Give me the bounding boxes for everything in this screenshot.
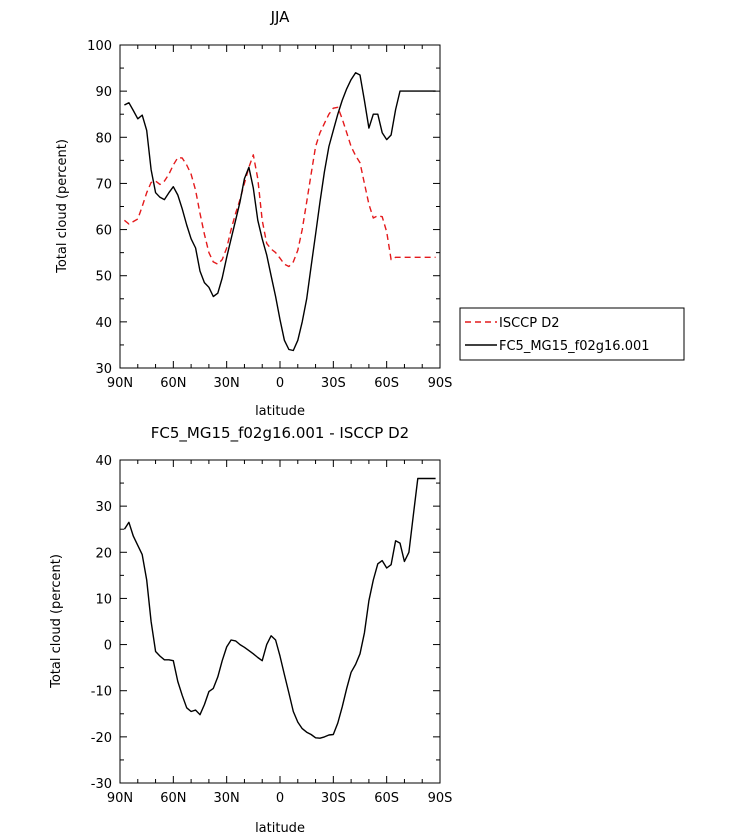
bottom-series-line-1 xyxy=(123,477,436,739)
bottom-y-tick-label: 10 xyxy=(95,592,112,607)
bottom-y-tick-label: 20 xyxy=(95,546,112,561)
legend-label-fc5: FC5_MG15_f02g16.001 xyxy=(499,339,650,354)
bottom-x-axis-title: latitude xyxy=(255,821,305,836)
bottom-x-tick-label: 30S xyxy=(321,791,346,806)
bottom-axes-group: 90N 60N 30N 0 30S 60S 90S -30 -20 -10 0 10 20 30 40 xyxy=(91,454,453,806)
top-series-group xyxy=(123,71,436,352)
bottom-y-tick-label: 40 xyxy=(95,454,112,469)
bottom-y-tick-label: -30 xyxy=(91,777,112,792)
bottom-plot-title: FC5_MG15_f02g16.001 - ISCCP D2 xyxy=(151,424,409,443)
top-y-tick-label: 60 xyxy=(95,224,112,239)
top-y-axis-title: Total cloud (percent) xyxy=(55,139,70,274)
bottom-panel: FC5_MG15_f02g16.001 - ISCCP D2 90N 60N 30N… xyxy=(49,424,452,836)
bottom-x-tick-label: 30N xyxy=(214,791,240,806)
top-x-tick-label: 90N xyxy=(107,376,133,391)
bottom-x-tick-label: 60N xyxy=(160,791,186,806)
top-axes-group: 90N 60N 30N 0 30S 60S 90S 30 40 50 60 70 80 90 100 xyxy=(87,39,452,391)
bottom-x-tick-label: 90S xyxy=(428,791,453,806)
top-x-tick-label: 90S xyxy=(428,376,453,391)
legend: ISCCP D2 FC5_MG15_f02g16.001 xyxy=(459,307,685,361)
legend-box xyxy=(459,307,685,361)
top-y-tick-label: 100 xyxy=(87,39,112,54)
bottom-y-axis-title: Total cloud (percent) xyxy=(49,554,64,689)
top-y-tick-label: 50 xyxy=(95,270,112,285)
top-x-tick-label: 30S xyxy=(321,376,346,391)
top-x-tick-label: 60N xyxy=(160,376,186,391)
bottom-x-tick-label: 90N xyxy=(107,791,133,806)
bottom-plot-frame xyxy=(119,459,441,784)
top-y-tick-label: 90 xyxy=(95,85,112,100)
top-series-line-2 xyxy=(124,71,436,352)
bottom-y-tick-label: 0 xyxy=(104,639,112,654)
top-y-tick-label: 40 xyxy=(95,316,112,331)
bottom-y-tick-label: -20 xyxy=(91,731,112,746)
top-x-tick-label: 60S xyxy=(374,376,399,391)
top-y-tick-label: 80 xyxy=(95,131,112,146)
bottom-series-group xyxy=(123,477,436,739)
top-x-tick-label: 30N xyxy=(214,376,240,391)
top-y-tick-label: 30 xyxy=(95,362,112,377)
top-plot-title: JJA xyxy=(270,8,291,26)
top-x-axis-title: latitude xyxy=(255,404,305,419)
bottom-x-tick-label: 0 xyxy=(276,791,284,806)
top-x-tick-label: 0 xyxy=(276,376,284,391)
bottom-y-tick-label: -10 xyxy=(91,685,112,700)
top-y-tick-label: 70 xyxy=(95,177,112,192)
bottom-y-tick-label: 30 xyxy=(95,500,112,515)
top-series-line-1 xyxy=(123,106,436,268)
legend-label-isccp: ISCCP D2 xyxy=(499,316,560,331)
bottom-x-tick-label: 60S xyxy=(374,791,399,806)
top-panel: JJA 90N 60N 30N 0 30S 60S 90S 30 40 50 60 70 80 90 100… xyxy=(55,8,452,419)
